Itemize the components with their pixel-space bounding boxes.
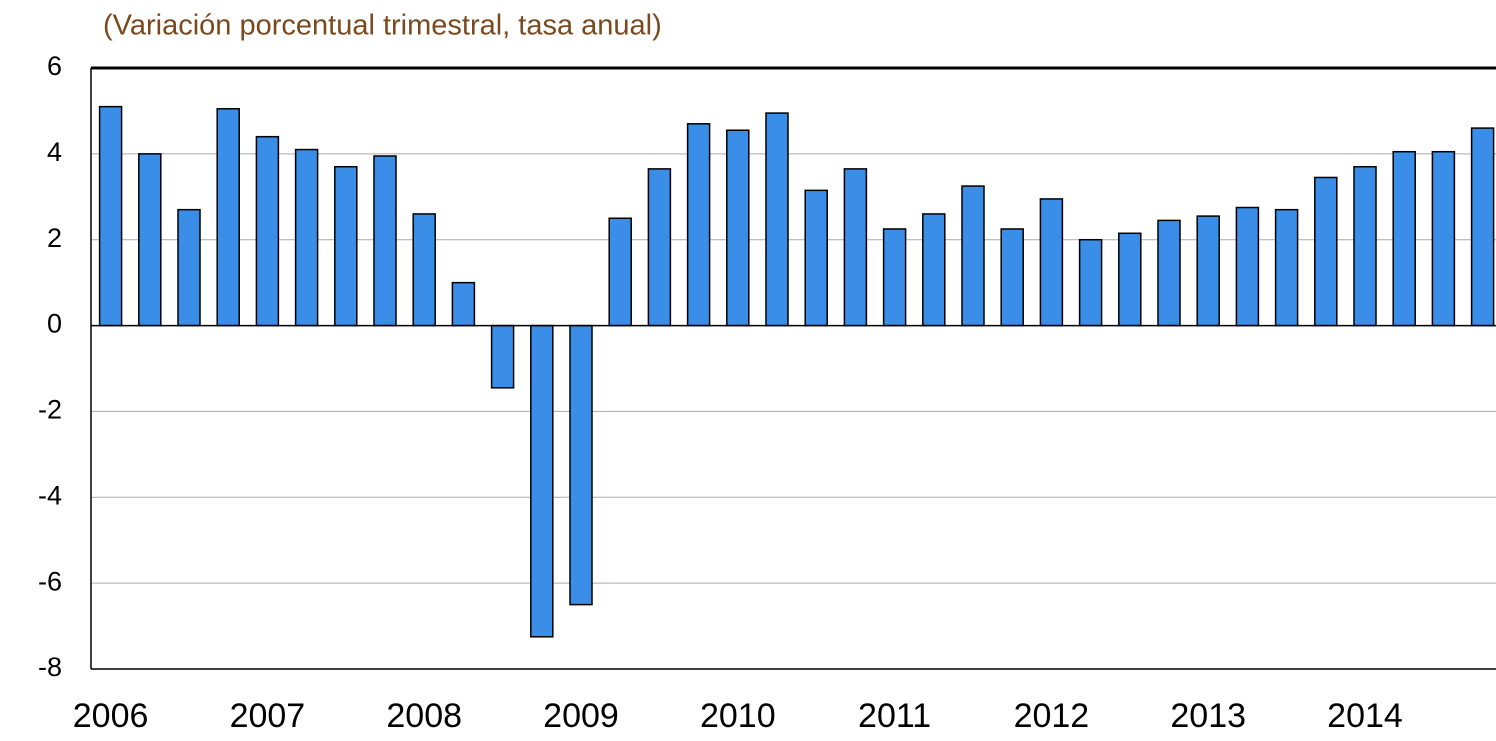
chart-title: (Variación porcentual trimestral, tasa a…	[103, 10, 662, 42]
bar	[765, 112, 789, 327]
bar	[1314, 176, 1338, 327]
x-tick-label: 2007	[230, 697, 306, 735]
bar	[1039, 198, 1064, 327]
x-tick-label: 2013	[1170, 697, 1246, 735]
bar	[726, 129, 750, 327]
bar	[569, 324, 593, 606]
bar	[1000, 228, 1024, 327]
x-tick-label: 2014	[1327, 697, 1403, 735]
bar	[138, 153, 162, 327]
bar	[216, 108, 240, 327]
bar	[843, 168, 868, 327]
bar	[98, 105, 123, 327]
bar	[1196, 215, 1220, 327]
bar	[490, 324, 515, 389]
bar	[1118, 232, 1142, 327]
bar	[961, 185, 985, 327]
bar	[373, 155, 397, 327]
y-tick-label: -2	[38, 395, 62, 425]
x-tick-label: 2011	[858, 697, 931, 735]
bar	[1235, 206, 1260, 327]
bar	[1078, 238, 1103, 327]
y-tick-label: 2	[47, 223, 62, 253]
bar	[608, 217, 632, 327]
x-tick-label: 2009	[543, 697, 619, 735]
bar	[1274, 208, 1299, 327]
y-tick-label: -8	[38, 652, 62, 682]
bar	[1431, 150, 1456, 327]
y-tick-label: 4	[47, 137, 62, 167]
bar	[1392, 150, 1416, 327]
bar	[334, 165, 358, 327]
bar	[882, 228, 907, 327]
x-tick-label: 2008	[386, 697, 462, 735]
bar	[294, 148, 319, 327]
y-tick-label: 6	[47, 51, 62, 81]
bar	[177, 208, 201, 327]
bar	[1353, 165, 1377, 327]
bar	[530, 324, 554, 638]
x-tick-label: 2012	[1014, 697, 1090, 735]
x-tick-label: 2006	[73, 697, 149, 735]
bar	[686, 123, 711, 327]
bar	[1157, 219, 1181, 327]
bar	[922, 213, 946, 327]
bar	[255, 135, 280, 327]
y-tick-label: -6	[38, 566, 62, 596]
bar	[1470, 127, 1495, 327]
bar	[451, 281, 476, 327]
bar	[804, 189, 828, 327]
y-tick-label: 0	[47, 309, 62, 339]
x-tick-label: 2010	[700, 697, 776, 735]
y-tick-label: -4	[38, 480, 62, 510]
bar	[647, 168, 672, 327]
bar	[412, 213, 436, 327]
